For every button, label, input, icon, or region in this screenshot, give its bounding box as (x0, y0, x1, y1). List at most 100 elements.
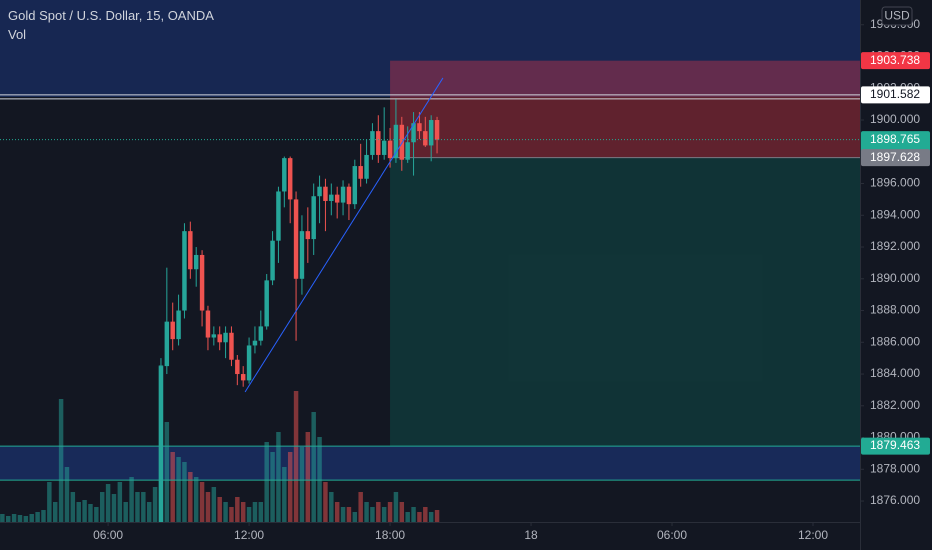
volume-bar (405, 512, 410, 522)
x-tick-label: 18 (524, 528, 538, 542)
candle-body (252, 340, 258, 346)
volume-bar (264, 442, 269, 522)
volume-bar (329, 492, 334, 522)
volume-bar (358, 492, 363, 522)
volume-bar (58, 399, 64, 522)
volume-bar (82, 500, 87, 522)
volume-bar (199, 482, 205, 522)
volume-bar (411, 507, 416, 522)
volume-bar (205, 492, 211, 522)
volume-bar (235, 497, 240, 522)
volume-bar (76, 502, 81, 522)
x-tick-label: 12:00 (798, 528, 828, 542)
volume-bar (35, 512, 40, 522)
candle-body (176, 310, 181, 340)
candle-body (434, 120, 440, 140)
volume-bar (381, 507, 387, 522)
volume-bar (428, 512, 434, 522)
volume-bar (311, 412, 316, 522)
price-label: 1903.738 (870, 53, 920, 67)
candle-body (270, 240, 275, 281)
candle-body (411, 123, 416, 143)
volume-bar (0, 514, 5, 522)
volume-bar (164, 422, 170, 522)
volume-bar (70, 492, 76, 522)
candle-body (264, 280, 269, 327)
volume-bar (305, 432, 311, 522)
candle-body (346, 186, 352, 205)
candle-body (405, 142, 410, 160)
volume-bar (393, 492, 399, 522)
volume-bar (170, 452, 175, 522)
volume-bar (23, 516, 29, 522)
volume-bar (152, 487, 158, 522)
candle-body (370, 131, 375, 155)
y-tick-label: 1894.000 (870, 207, 920, 221)
volume-bar (346, 507, 352, 522)
y-tick-label: 1878.000 (870, 461, 920, 475)
volume-bar (182, 462, 187, 522)
volume-bar (146, 502, 152, 522)
volume-bar (52, 502, 58, 522)
volume-bar (299, 447, 305, 522)
volume-bar (352, 512, 358, 522)
candle-body (329, 194, 334, 201)
y-tick-label: 1884.000 (870, 366, 920, 380)
volume-bar (258, 502, 264, 522)
zone (0, 446, 860, 481)
volume-bar (17, 515, 23, 522)
volume-bar (252, 502, 258, 522)
volume-bar (135, 492, 140, 522)
time-axis (0, 522, 860, 550)
price-label: 1898.765 (870, 132, 920, 146)
volume-bar (188, 472, 193, 522)
volume-bar (47, 482, 52, 522)
x-tick-label: 06:00 (657, 528, 687, 542)
candle-body (287, 158, 293, 200)
candle-body (240, 374, 246, 381)
volume-bar (229, 507, 234, 522)
volume-bar (423, 507, 428, 522)
candle-body (170, 321, 175, 340)
candle-body (387, 140, 393, 159)
y-tick-label: 1896.000 (870, 176, 920, 190)
candle-body (164, 321, 170, 367)
x-tick-label: 12:00 (234, 528, 264, 542)
candle-body (305, 231, 311, 240)
volume-bar (364, 502, 369, 522)
volume-bar (88, 504, 93, 522)
target-zone (390, 157, 860, 447)
volume-bar (217, 497, 222, 522)
volume-bar (99, 492, 105, 522)
volume-bar (29, 514, 34, 522)
candle-body (393, 124, 399, 159)
volume-bar (105, 484, 111, 522)
candle-body (417, 123, 422, 132)
zone (0, 0, 860, 98)
volume-bar (376, 502, 381, 522)
candle-body (358, 166, 363, 179)
candle-body (317, 186, 322, 197)
volume-bar (240, 502, 246, 522)
candle-body (217, 334, 222, 343)
volume-bar (417, 512, 422, 522)
volume-bar (270, 452, 275, 522)
volume-bar (399, 502, 405, 522)
candle-body (276, 191, 281, 241)
volume-bar (141, 492, 146, 522)
price-label: 1901.582 (870, 87, 920, 101)
volume-bar (387, 502, 393, 522)
candle-body (428, 120, 434, 146)
volume-bar (370, 507, 375, 522)
currency-box (881, 6, 913, 26)
volume-bar (293, 391, 299, 522)
volume-bar (41, 510, 46, 522)
price-label: 1879.463 (870, 438, 920, 452)
volume-bar (246, 507, 252, 522)
x-tick-label: 06:00 (93, 528, 123, 542)
trend-line (244, 77, 444, 393)
volume-bar (123, 502, 128, 522)
volume-label: Vol (8, 27, 27, 42)
volume-bar (282, 467, 287, 522)
